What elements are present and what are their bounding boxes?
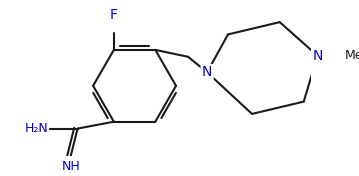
Text: Me: Me [344,49,359,62]
Text: H₂N: H₂N [24,122,48,135]
Text: N: N [312,49,323,63]
Text: NH: NH [61,160,80,173]
Text: F: F [110,8,118,22]
Text: N: N [202,65,212,79]
